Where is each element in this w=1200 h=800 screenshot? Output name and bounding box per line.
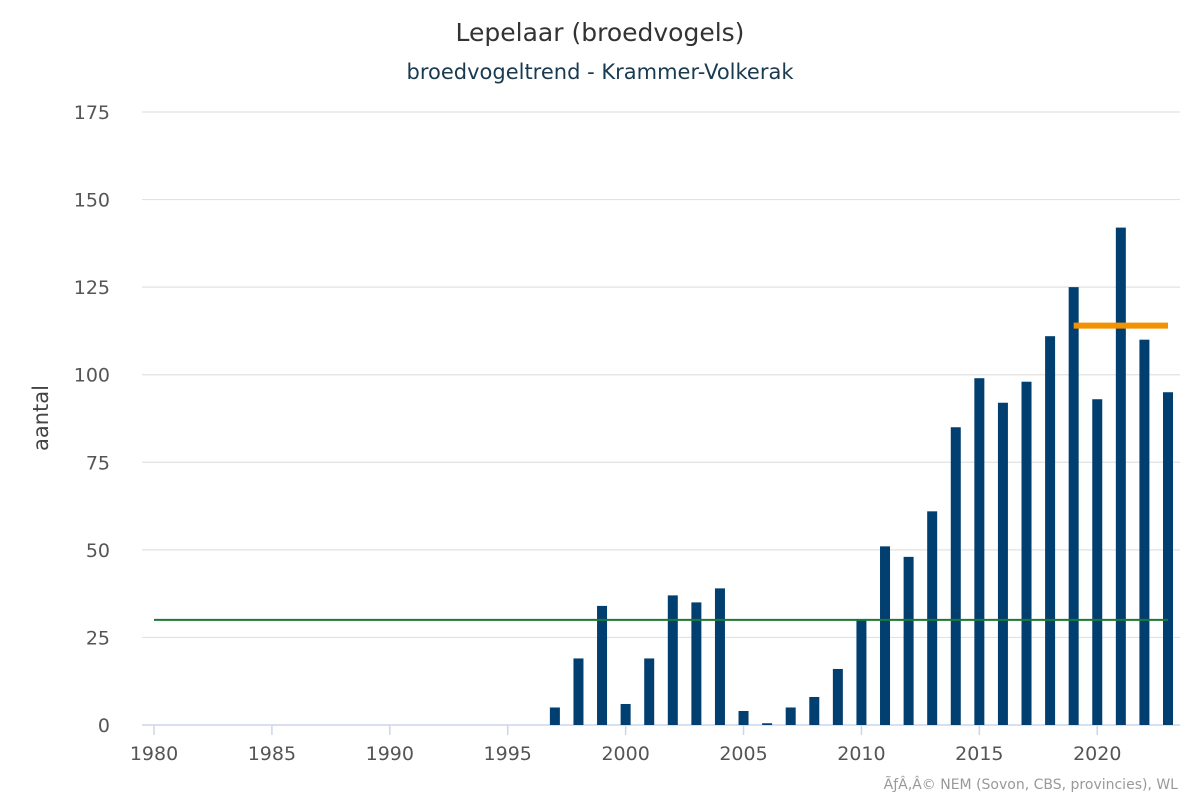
chart-title: Lepelaar (broedvogels) [456, 18, 745, 47]
gridlines [142, 111, 1180, 639]
bar-2013 [927, 511, 938, 725]
bar-2005 [738, 710, 749, 725]
chart-subtitle: broedvogeltrend - Krammer-Volkerak [406, 60, 794, 84]
bar-2020 [1092, 399, 1103, 725]
bar-2017 [1021, 381, 1032, 725]
bar-2007 [785, 707, 796, 725]
bar-2000 [620, 703, 631, 725]
y-tick-label-50: 50 [86, 540, 110, 562]
bar-2015 [974, 378, 985, 725]
bar-2004 [714, 588, 725, 725]
x-tick-label-2020: 2020 [1073, 743, 1121, 765]
bar-2009 [832, 668, 843, 725]
y-axis-title: aantal [29, 385, 53, 451]
y-tick-label-75: 75 [86, 452, 110, 474]
x-tick-label-2005: 2005 [719, 743, 767, 765]
x-tick-label-1995: 1995 [484, 743, 532, 765]
y-tick-label-150: 150 [74, 190, 110, 212]
bar-2018 [1045, 336, 1056, 725]
x-axis: 1980 1985 1990 1995 2000 2005 2010 2015 2020 [130, 724, 1180, 765]
x-tick-label-2000: 2000 [601, 743, 649, 765]
bar-2016 [997, 402, 1008, 725]
bar-2002 [667, 595, 678, 725]
x-tick-label-2015: 2015 [955, 743, 1003, 765]
x-tick-label-1985: 1985 [248, 743, 296, 765]
bar-2019 [1068, 287, 1079, 725]
y-tick-label-0: 0 [98, 715, 110, 737]
bar-series [549, 227, 1173, 725]
bar-2011 [880, 546, 891, 725]
bar-1998 [573, 658, 584, 725]
bar-2012 [903, 556, 914, 725]
y-tick-label-175: 175 [74, 102, 110, 124]
y-tick-label-125: 125 [74, 277, 110, 299]
y-tick-label-25: 25 [86, 627, 110, 649]
bar-2022 [1139, 339, 1150, 725]
reference-lines [154, 322, 1168, 621]
bar-2003 [691, 602, 702, 725]
bar-2008 [809, 696, 820, 725]
bar-1997 [549, 707, 560, 725]
y-tick-label-100: 100 [74, 365, 110, 387]
bar-2001 [644, 658, 655, 725]
credits[interactable]: ÃƒÂ‚Â© NEM (Sovon, CBS, provincies), WL [884, 775, 1179, 793]
bar-2006 [762, 723, 773, 725]
y-axis-labels: 0 25 50 75 100 125 150 175 [74, 102, 110, 737]
bar-2010 [856, 619, 867, 725]
x-tick-label-1980: 1980 [130, 743, 178, 765]
bar-2023 [1163, 392, 1173, 725]
x-tick-label-1990: 1990 [366, 743, 414, 765]
bar-1999 [597, 605, 608, 725]
bar-2014 [950, 427, 961, 725]
bar-2021 [1115, 227, 1126, 725]
x-tick-label-2010: 2010 [837, 743, 885, 765]
